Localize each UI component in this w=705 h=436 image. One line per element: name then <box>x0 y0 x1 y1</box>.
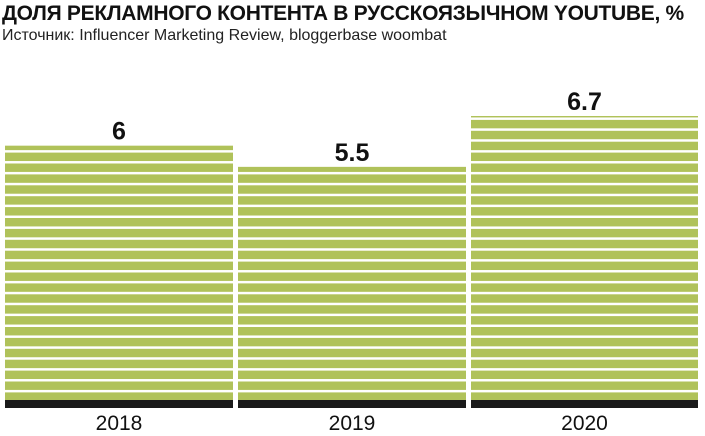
baseline-2019 <box>238 400 466 408</box>
bar-2020 <box>471 116 698 400</box>
category-labels-group: 2018 2019 2020 <box>96 412 608 435</box>
value-labels-group: 6 5.5 6.7 <box>112 88 602 167</box>
chart-title: ДОЛЯ РЕКЛАМНОГО КОНТЕНТА В РУССКОЯЗЫЧНОМ… <box>2 2 684 25</box>
bars-group <box>5 116 698 400</box>
value-label-2018: 6 <box>112 118 126 146</box>
baseline-2020 <box>471 400 698 408</box>
bar-2019 <box>238 166 466 400</box>
baseline-group <box>5 400 698 408</box>
bar-2018 <box>5 145 233 400</box>
category-label-2020: 2020 <box>561 412 608 435</box>
category-label-2019: 2019 <box>329 412 376 435</box>
chart-subtitle: Источник: Influencer Marketing Review, b… <box>2 27 447 44</box>
value-label-2019: 5.5 <box>335 139 370 167</box>
baseline-2018 <box>5 400 233 408</box>
category-label-2018: 2018 <box>96 412 143 435</box>
value-label-2020: 6.7 <box>567 88 602 116</box>
